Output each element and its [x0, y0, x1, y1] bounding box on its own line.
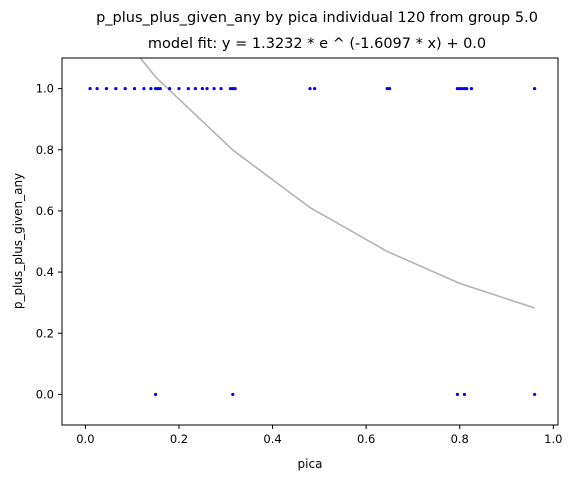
data-point — [458, 86, 462, 91]
data-point — [533, 392, 537, 397]
data-point — [153, 86, 158, 91]
fit-line — [139, 58, 535, 309]
data-point — [114, 86, 118, 91]
data-point — [132, 86, 137, 91]
data-point — [308, 86, 312, 91]
y-tick-label: 0.8 — [36, 143, 54, 157]
data-point — [233, 86, 237, 91]
y-tick-label: 0.2 — [36, 326, 54, 340]
data-point — [95, 86, 99, 91]
data-point — [142, 86, 146, 91]
x-axis: 0.0 0.2 0.4 0.6 0.8 1.0 — [76, 425, 562, 446]
data-point — [88, 86, 92, 91]
data-point — [186, 86, 190, 91]
points-layer — [88, 86, 537, 397]
chart-title: p_plus_plus_given_any by pica individual… — [96, 10, 538, 26]
data-point — [533, 86, 537, 91]
data-point — [153, 392, 158, 397]
x-tick-label: 0.2 — [170, 432, 188, 446]
y-axis: 0.0 0.2 0.4 0.6 0.8 1.0 — [36, 82, 62, 401]
data-point — [387, 86, 392, 91]
x-tick-label: 0.4 — [263, 432, 281, 446]
data-point — [231, 392, 235, 397]
data-point — [205, 86, 209, 91]
fit-line-layer — [139, 58, 535, 309]
x-tick-label: 0.0 — [76, 432, 94, 446]
data-point — [462, 392, 467, 397]
data-point — [123, 86, 127, 91]
y-tick-label: 0.6 — [36, 204, 54, 218]
data-point — [455, 86, 459, 91]
data-point — [219, 86, 223, 91]
data-point — [193, 86, 197, 91]
y-tick-label: 0.4 — [36, 265, 54, 279]
data-point — [177, 86, 181, 91]
plot-frame — [61, 57, 559, 426]
x-axis-label: pica — [298, 457, 323, 471]
x-tick-label: 1.0 — [544, 432, 562, 446]
data-point — [149, 86, 153, 91]
y-axis-label: p_plus_plus_given_any — [11, 173, 25, 309]
data-point — [460, 86, 464, 91]
data-point — [455, 392, 459, 397]
y-tick-label: 1.0 — [36, 82, 54, 96]
data-point — [313, 86, 317, 91]
data-point — [228, 86, 233, 91]
data-point — [168, 86, 172, 91]
y-tick-label: 0.0 — [36, 387, 54, 401]
data-point — [158, 86, 162, 91]
data-point — [385, 86, 389, 91]
x-tick-label: 0.6 — [357, 432, 375, 446]
data-point — [469, 86, 474, 91]
x-tick-label: 0.8 — [451, 432, 469, 446]
data-point — [462, 86, 467, 91]
data-point — [212, 86, 216, 91]
data-point — [465, 86, 469, 91]
chart-subtitle: model fit: y = 1.3232 * e ^ (-1.6097 * x… — [148, 36, 486, 52]
data-point — [200, 86, 204, 91]
data-point — [231, 86, 235, 91]
data-point — [156, 86, 160, 91]
data-point — [104, 86, 109, 91]
